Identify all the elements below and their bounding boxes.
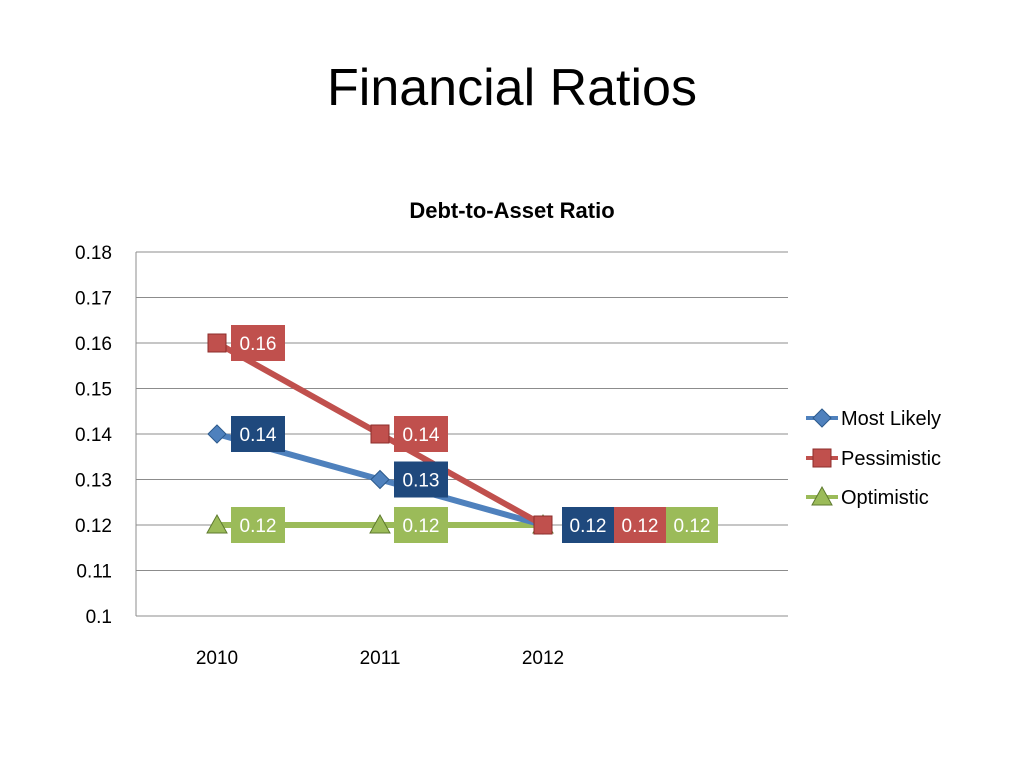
legend-marker — [811, 485, 833, 506]
y-tick-label: 0.11 — [76, 562, 112, 583]
y-tick-label: 0.18 — [75, 243, 112, 264]
data-point — [370, 424, 390, 444]
slide-title: Financial Ratios — [327, 59, 697, 117]
data-point — [207, 424, 227, 444]
data-label-box — [231, 325, 285, 361]
y-tick-label: 0.17 — [75, 289, 112, 310]
data-label-box — [562, 507, 614, 543]
data-point — [369, 513, 391, 534]
data-label-box — [231, 507, 285, 543]
data-label-box — [614, 507, 666, 543]
data-label: 0.12 — [622, 516, 659, 537]
y-tick-label: 0.15 — [75, 380, 112, 401]
data-label-box — [394, 461, 448, 498]
data-label: 0.12 — [240, 516, 277, 537]
x-tick-label: 2010 — [196, 648, 238, 669]
x-tick-label: 2011 — [360, 648, 401, 669]
data-label: 0.14 — [240, 425, 277, 446]
legend-marker — [812, 448, 832, 468]
data-label: 0.13 — [403, 471, 440, 492]
data-label: 0.12 — [403, 516, 440, 537]
data-label-box — [231, 416, 285, 452]
data-point — [533, 515, 553, 535]
data-label-box — [394, 507, 448, 543]
series-markers — [206, 333, 554, 535]
legend-label: Pessimistic — [841, 448, 941, 470]
legend-marker — [812, 408, 832, 428]
data-label: 0.16 — [240, 334, 277, 355]
legend-label: Most Likely — [841, 408, 941, 430]
y-tick-label: 0.14 — [75, 425, 112, 446]
legend-label: Optimistic — [841, 487, 929, 509]
y-tick-label: 0.16 — [75, 334, 112, 355]
chart-title: Debt-to-Asset Ratio — [409, 198, 614, 223]
data-point — [370, 469, 390, 490]
y-tick-label: 0.13 — [75, 471, 112, 492]
data-label: 0.12 — [674, 516, 711, 537]
x-tick-label: 2012 — [522, 648, 564, 669]
data-label-box — [666, 507, 718, 543]
data-label: 0.12 — [570, 516, 607, 537]
y-axis: 0.18 0.17 0.16 0.15 0.14 0.13 0.12 0.11 0.1 — [75, 243, 137, 628]
legend: Most Likely Pessimistic Optimistic — [806, 408, 941, 509]
legend-item: Optimistic — [806, 485, 929, 509]
data-labels: 0.14 0.16 0.12 0.13 0.14 0.12 0.12 0.12 0.12 — [231, 325, 718, 543]
data-point — [206, 513, 228, 534]
y-tick-label: 0.1 — [86, 607, 112, 628]
y-tick-label: 0.12 — [75, 516, 112, 537]
data-label-box — [394, 416, 448, 452]
x-axis: 2010 2011 2012 — [196, 648, 564, 669]
legend-item: Pessimistic — [806, 448, 941, 470]
legend-item: Most Likely — [806, 408, 941, 430]
data-label: 0.14 — [403, 425, 440, 446]
data-point — [207, 333, 227, 353]
